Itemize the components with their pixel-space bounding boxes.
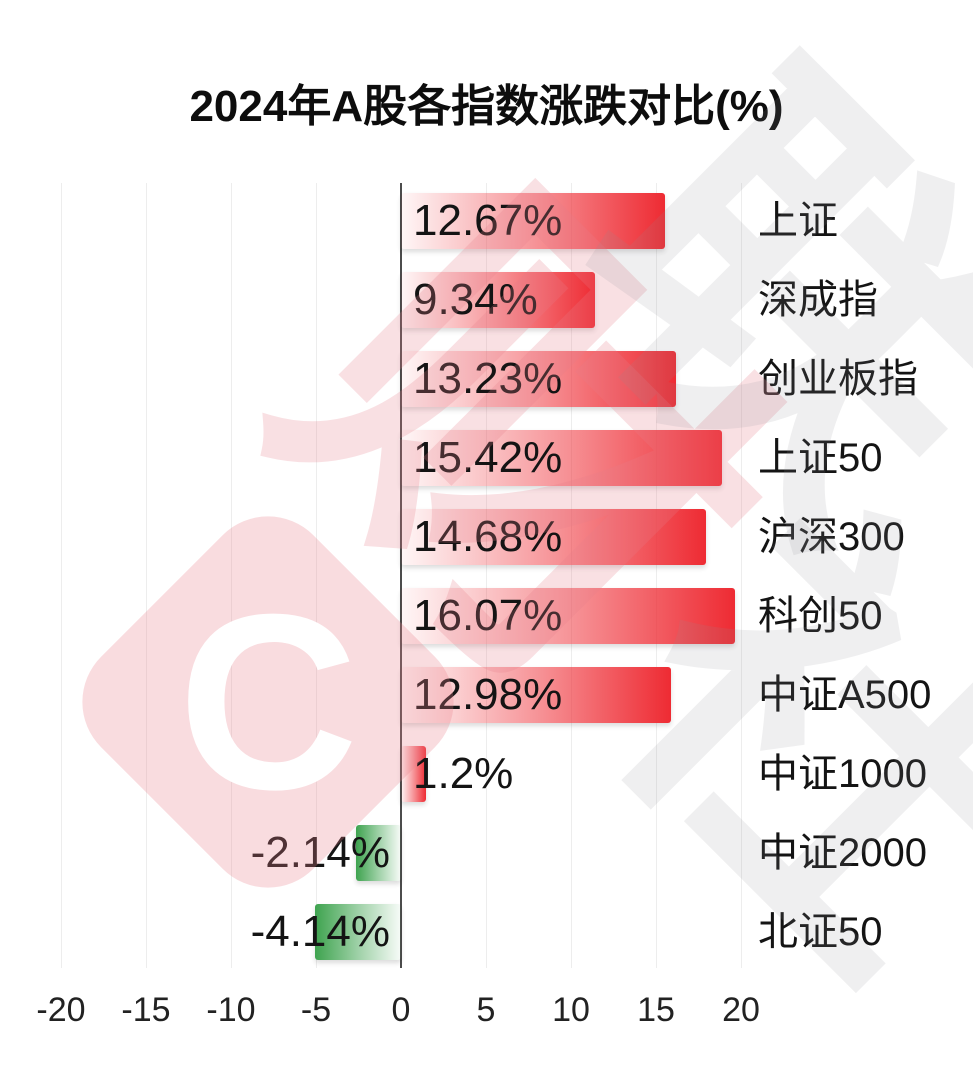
bar (356, 825, 401, 881)
gridline (571, 183, 572, 968)
bar-value-label: -2.14% (250, 828, 390, 877)
bar (401, 351, 677, 407)
axis-tick-label: 10 (552, 991, 590, 1029)
bar-value-label: 1.2% (413, 749, 514, 798)
bar-value-label: 15.42% (413, 433, 563, 482)
bar-value-label: 12.98% (413, 670, 563, 719)
bar-value-label: 16.07% (413, 591, 563, 640)
logo-c-glyph: C (177, 561, 359, 841)
category-label: 上证50 (758, 436, 883, 480)
gridline (656, 183, 657, 968)
axis-tick-label: -15 (121, 991, 171, 1029)
bar-value-label: 12.67% (413, 196, 563, 245)
bar-value-label: 13.23% (413, 354, 563, 403)
category-label: 北证50 (758, 910, 883, 954)
bar (401, 193, 665, 249)
axis-tick-label: 5 (476, 991, 496, 1029)
zero-axis-line (400, 183, 402, 968)
bar (401, 430, 722, 486)
category-label: 中证2000 (758, 831, 927, 875)
bar-value-label: -4.14% (250, 907, 390, 956)
bar-value-label: 14.68% (413, 512, 563, 561)
gridline (741, 183, 742, 968)
bar (401, 509, 707, 565)
bar (401, 667, 671, 723)
category-label: 中证1000 (758, 752, 927, 796)
gridline (146, 183, 147, 968)
bar (401, 588, 736, 644)
category-label: 创业板指 (758, 357, 918, 401)
category-label: 沪深300 (758, 515, 905, 559)
gridline (61, 183, 62, 968)
chart-title: 2024年A股各指数涨跌对比(%) (189, 82, 784, 131)
gridline (231, 183, 232, 968)
category-label: 深成指 (758, 278, 878, 322)
gridline (316, 183, 317, 968)
bar-value-label: 9.34% (413, 275, 538, 324)
category-label: 上证 (758, 199, 838, 243)
category-label: 中证A500 (758, 673, 932, 717)
category-label: 科创50 (758, 594, 883, 638)
gridline (486, 183, 487, 968)
axis-tick-label: 0 (391, 991, 411, 1029)
axis-tick-label: -20 (36, 991, 86, 1029)
axis-tick-label: -5 (300, 991, 332, 1029)
bar (401, 272, 596, 328)
axis-tick-label: 15 (637, 991, 675, 1029)
bar (401, 746, 426, 802)
bar (314, 904, 401, 960)
axis-tick-label: 20 (722, 991, 760, 1029)
axis-tick-label: -10 (206, 991, 256, 1029)
